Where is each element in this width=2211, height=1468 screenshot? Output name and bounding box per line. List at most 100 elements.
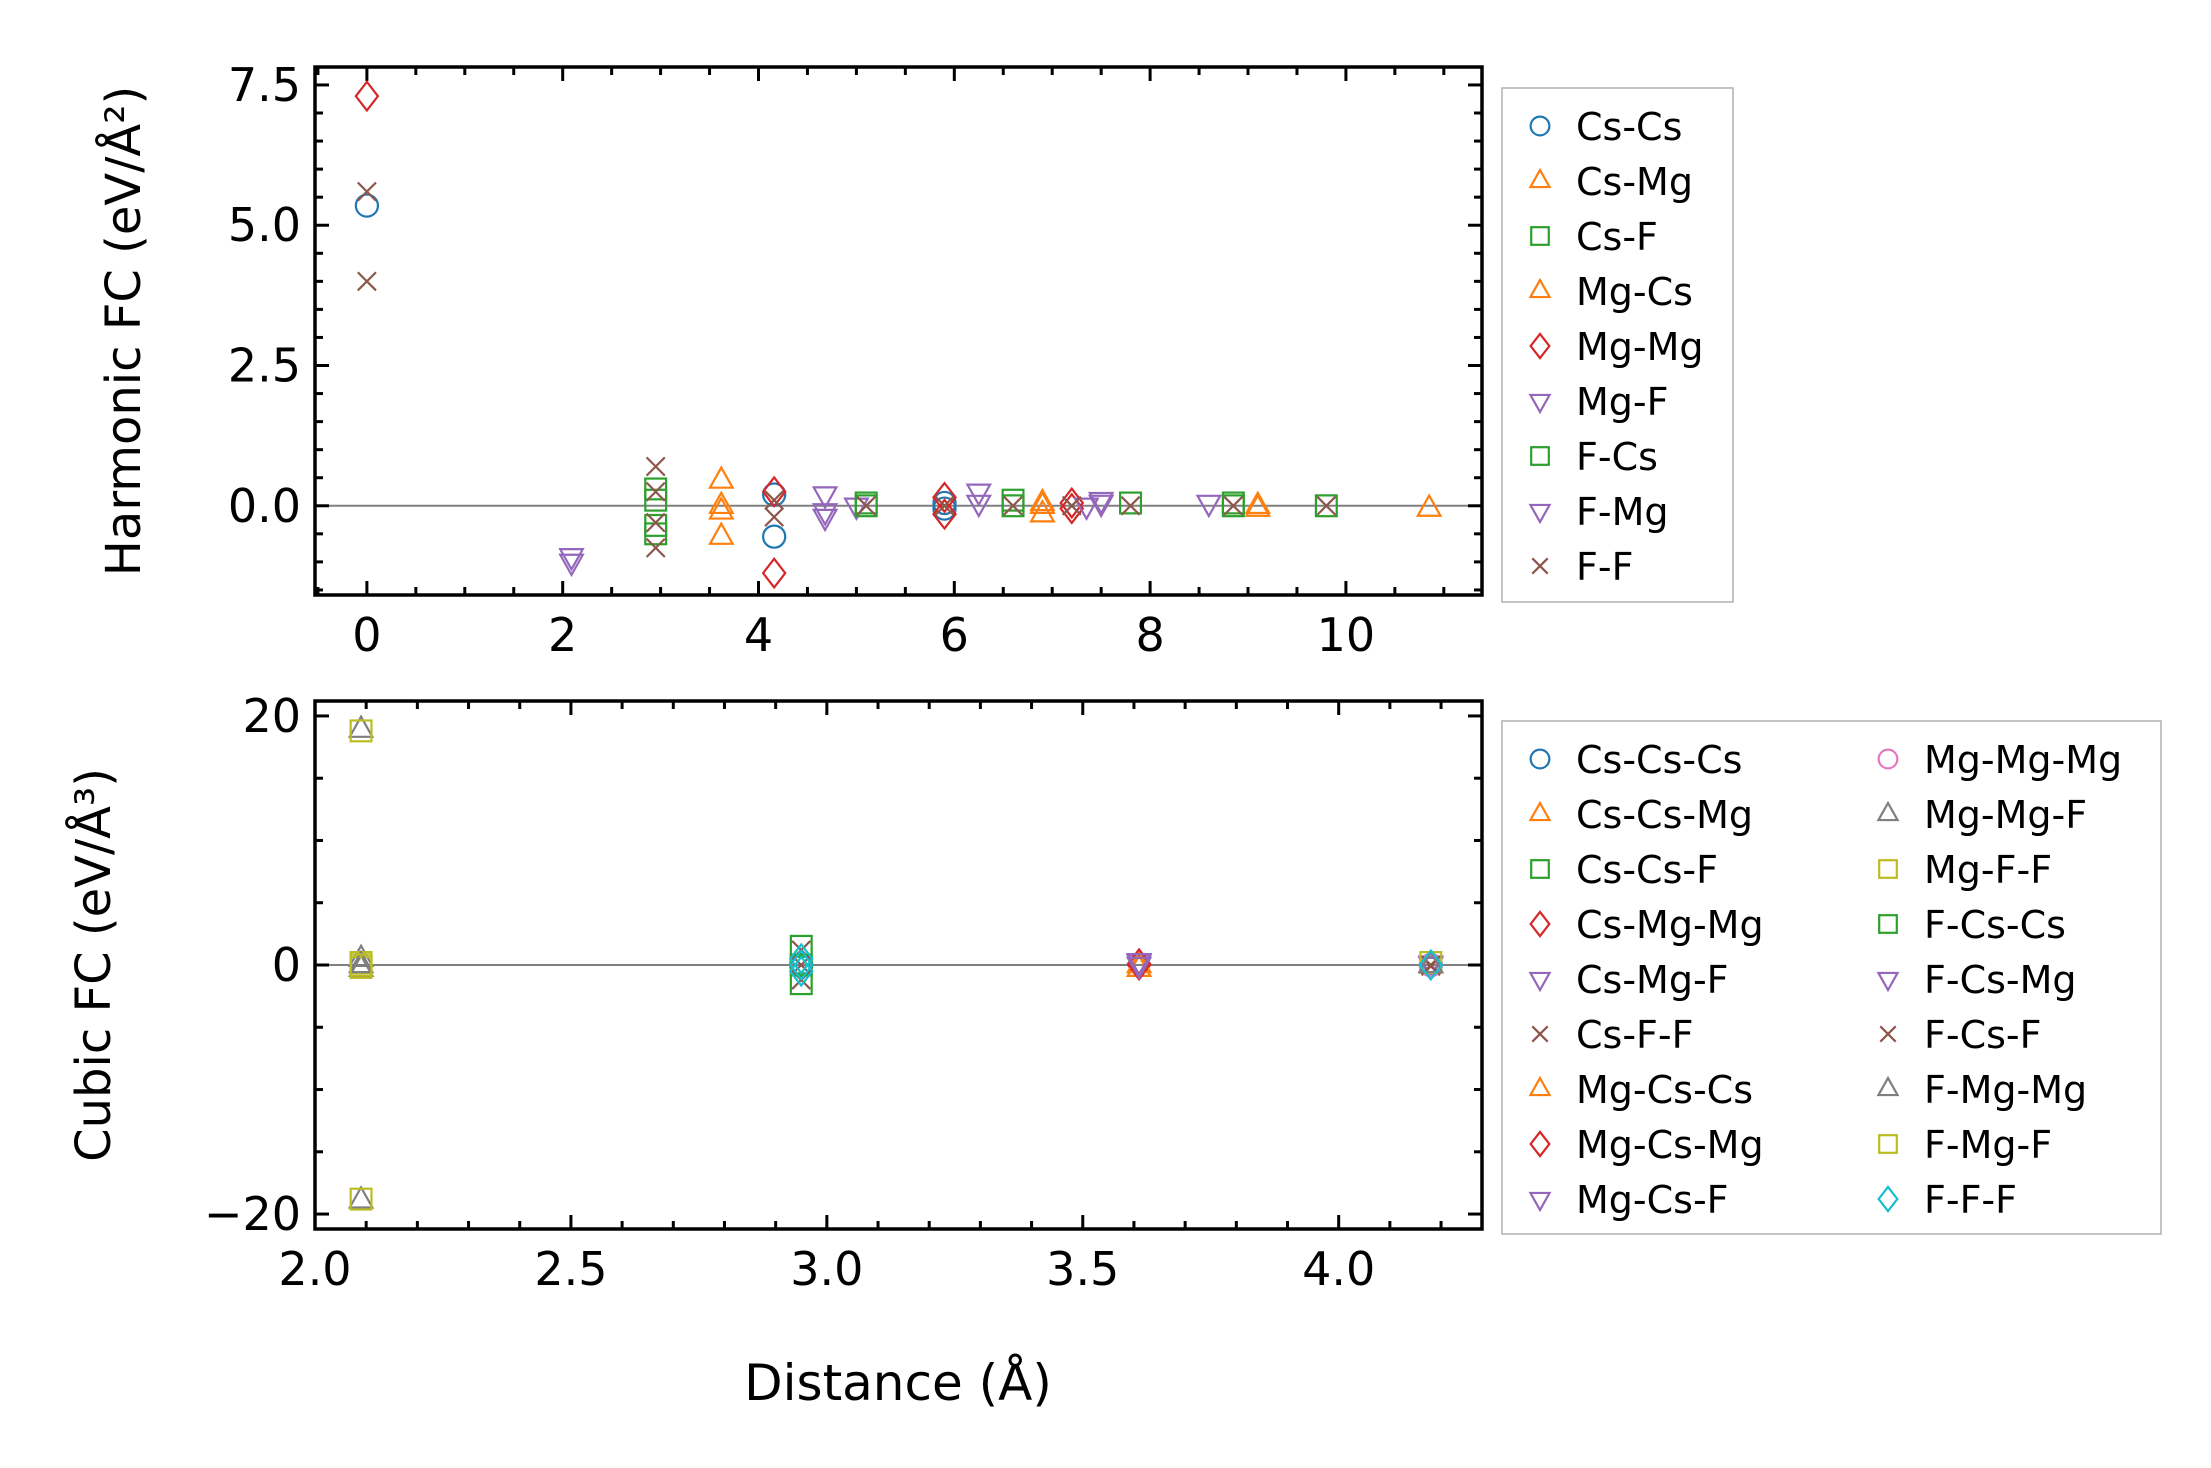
y-tick-label: 5.0 xyxy=(228,198,301,252)
series-mg-f xyxy=(558,483,1223,578)
legend-entry: Cs-Cs-Mg xyxy=(1528,793,1753,837)
data-point xyxy=(762,524,787,549)
y-tick-label: 0 xyxy=(272,938,301,992)
data-point xyxy=(788,948,814,982)
legend-entry: Mg-Mg-Mg xyxy=(1877,738,2122,782)
data-point xyxy=(645,537,666,558)
legend-entry: Cs-Cs-F xyxy=(1530,848,1718,892)
data-point xyxy=(645,512,666,533)
legend-label: Cs-Cs xyxy=(1576,105,1682,149)
legend-label: F-F-F xyxy=(1924,1178,2017,1222)
data-point xyxy=(644,513,668,537)
legend-label: Mg-Cs-Cs xyxy=(1576,1068,1753,1112)
data-point xyxy=(347,714,375,738)
data-point xyxy=(708,521,735,545)
data-point xyxy=(645,456,666,477)
x-tick-label: 2.5 xyxy=(534,1242,607,1296)
series-mg-mg-f xyxy=(347,714,1445,1209)
data-point xyxy=(1120,495,1141,516)
series-f-cs-mg xyxy=(1125,956,1153,981)
data-point xyxy=(645,481,666,502)
series-f-mg xyxy=(558,494,1115,572)
data-point xyxy=(1125,956,1153,981)
data-point xyxy=(1003,495,1023,516)
x-tick-label: 2 xyxy=(548,608,577,662)
legend-entry: Mg-Cs-Mg xyxy=(1529,1123,1764,1167)
data-point xyxy=(1029,490,1056,515)
data-point xyxy=(965,494,992,519)
data-point xyxy=(854,494,878,518)
legend-label: Mg-Mg-Mg xyxy=(1924,738,2122,782)
data-point xyxy=(811,503,839,527)
data-point xyxy=(708,465,735,489)
data-point xyxy=(708,490,735,515)
legend-entry: Mg-Mg xyxy=(1529,325,1704,369)
data-point xyxy=(1316,495,1337,516)
legend-marker-icon xyxy=(1531,557,1549,575)
legend-entry: Cs-Mg xyxy=(1528,160,1693,204)
legend-label: Cs-Cs-F xyxy=(1576,848,1718,892)
legend-label: F-Mg-Mg xyxy=(1924,1068,2087,1112)
data-point xyxy=(349,719,373,743)
legend-entry: Cs-Mg-Mg xyxy=(1529,903,1764,947)
series-cs-mg-f xyxy=(1125,954,1445,980)
y-tick-label: 7.5 xyxy=(228,58,301,112)
legend-entry: Cs-Cs-Cs xyxy=(1529,738,1742,782)
legend-entry: Cs-F xyxy=(1530,215,1658,259)
legend: Cs-Cs-Cs Cs-Cs-Mg Cs-Cs-F Cs-Mg-Mg Cs-Mg-F Cs… xyxy=(1501,720,2162,1235)
data-point xyxy=(1314,494,1338,518)
data-point xyxy=(1125,953,1153,977)
data-point xyxy=(347,949,375,974)
legend-entry: Mg-Cs-Cs xyxy=(1528,1068,1753,1112)
legend-marker-icon xyxy=(1529,1130,1551,1158)
series-f-f xyxy=(357,181,1337,558)
legend-marker-icon xyxy=(1879,1025,1897,1043)
data-point xyxy=(644,488,668,512)
series-f-mg-mg xyxy=(347,949,1445,974)
legend-marker-icon xyxy=(1876,971,1900,993)
legend-entry: F-Cs-Mg xyxy=(1876,958,2077,1002)
data-point xyxy=(932,498,957,531)
data-point xyxy=(811,486,839,510)
legend-label: F-F xyxy=(1576,545,1633,589)
legend-marker-icon xyxy=(1878,859,1898,879)
data-point xyxy=(708,496,735,520)
x-tick-label: 2.0 xyxy=(278,1242,351,1296)
data-point xyxy=(1087,494,1115,519)
legend-entry: F-F xyxy=(1531,545,1633,589)
legend-entry: Cs-F-F xyxy=(1531,1013,1693,1057)
plot-frame xyxy=(313,699,1484,1231)
legend-label: F-Cs-Cs xyxy=(1924,903,2066,947)
tick-marks xyxy=(315,67,1482,595)
legend-label: Cs-F-F xyxy=(1576,1013,1693,1057)
data-point xyxy=(349,1187,373,1211)
legend-marker-icon xyxy=(1528,1191,1552,1213)
series-cs-f xyxy=(644,477,1338,537)
data-point xyxy=(761,475,787,508)
data-point xyxy=(932,496,957,521)
legend-marker-icon xyxy=(1528,971,1552,993)
legend-marker-icon xyxy=(1876,1075,1900,1097)
legend-entry: F-Cs-Cs xyxy=(1878,903,2066,947)
series-cs-mg xyxy=(708,465,1443,545)
legend-marker-icon xyxy=(1530,226,1550,246)
legend-entry: F-Cs xyxy=(1530,435,1658,479)
series-cs-cs-mg xyxy=(1125,949,1445,977)
data-point xyxy=(1001,488,1025,512)
data-point xyxy=(764,507,785,527)
data-point xyxy=(1029,498,1056,523)
y-axis-label-cubic: Cubic FC (eV/Å³) xyxy=(65,768,122,1162)
y-tick-label: 20 xyxy=(242,689,301,743)
data-point xyxy=(1244,493,1271,517)
data-point xyxy=(558,548,585,572)
legend-entry: F-Mg xyxy=(1528,490,1668,534)
series-f-mg-f xyxy=(349,953,373,977)
data-point xyxy=(811,508,839,533)
data-point xyxy=(856,495,877,516)
legend-entry: Mg-Cs-F xyxy=(1528,1178,1729,1222)
series-f-cs xyxy=(644,488,1245,546)
data-point xyxy=(932,490,957,516)
cubic-fc-axes: 2.0 2.5 3.0 3.5 4.0−20020Cs-Cs-CsCs-Cs-MgCs-… xyxy=(204,689,2162,1296)
x-tick-label: 8 xyxy=(1135,608,1164,662)
